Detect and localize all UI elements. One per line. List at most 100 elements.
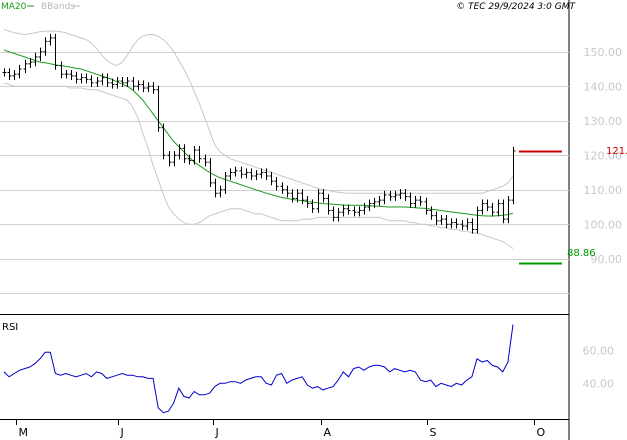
price-bar bbox=[28, 57, 33, 68]
rsi-title: RSI bbox=[2, 322, 18, 333]
price-bar bbox=[388, 190, 393, 201]
price-bar bbox=[439, 214, 444, 225]
price-panel bbox=[0, 0, 569, 314]
price-bar bbox=[485, 199, 490, 212]
price-bar bbox=[172, 151, 177, 167]
price-bar bbox=[177, 144, 182, 160]
price-bar bbox=[316, 189, 321, 213]
price-bar bbox=[511, 146, 516, 205]
price-axis-labels: 150.00 140.00 130.00 120.00 110.00 100.00 90.0… bbox=[584, 46, 623, 266]
price-bar bbox=[89, 75, 94, 87]
price-bar bbox=[496, 199, 501, 217]
price-bar bbox=[249, 168, 254, 181]
price-bar bbox=[59, 61, 64, 79]
price-bar bbox=[465, 218, 470, 231]
price-bar bbox=[269, 171, 274, 186]
price-bar bbox=[233, 166, 238, 177]
price-bar bbox=[418, 195, 423, 206]
price-bar bbox=[239, 166, 244, 179]
price-bar bbox=[74, 71, 79, 84]
price-bar bbox=[295, 189, 300, 203]
rsi-tick-label: 60.00 bbox=[583, 345, 615, 358]
bband-upper bbox=[3, 28, 514, 194]
price-bar bbox=[38, 47, 43, 62]
price-bar bbox=[377, 195, 382, 206]
bband-lower bbox=[3, 82, 514, 249]
price-tick-label: 150.00 bbox=[584, 46, 623, 59]
price-bar bbox=[213, 178, 218, 198]
price-bar bbox=[64, 70, 69, 79]
price-bar bbox=[100, 73, 105, 86]
price-bar bbox=[161, 123, 166, 160]
price-bar bbox=[192, 145, 197, 165]
price-bar bbox=[115, 76, 120, 89]
price-bar bbox=[12, 70, 17, 81]
price-bar bbox=[403, 189, 408, 201]
price-bar bbox=[254, 170, 259, 181]
price-bar bbox=[95, 76, 100, 87]
price-bar bbox=[141, 80, 146, 93]
grid-lines bbox=[0, 52, 569, 294]
price-bar bbox=[228, 168, 233, 181]
price-bar bbox=[352, 206, 357, 217]
price-bar bbox=[125, 76, 130, 87]
moving-average-line bbox=[3, 49, 514, 217]
price-bar bbox=[408, 192, 413, 208]
rsi-line bbox=[3, 324, 514, 414]
price-bar bbox=[156, 85, 161, 132]
price-bar bbox=[146, 82, 151, 93]
price-bar bbox=[341, 204, 346, 217]
price-bar bbox=[105, 73, 110, 87]
price-bar bbox=[218, 185, 223, 198]
price-bar bbox=[434, 211, 439, 225]
price-bar bbox=[23, 59, 28, 74]
price-bar bbox=[336, 208, 341, 222]
price-bar bbox=[7, 68, 12, 81]
current-price-label: 121.25 bbox=[606, 146, 627, 157]
price-bar bbox=[43, 37, 48, 56]
time-tick-label: A bbox=[324, 426, 332, 439]
price-bar bbox=[167, 151, 172, 167]
price-bar bbox=[69, 70, 74, 81]
ma20-line bbox=[3, 49, 514, 217]
price-tick-label: 110.00 bbox=[584, 184, 623, 197]
price-tick-label: 90.00 bbox=[591, 253, 623, 266]
copyright-text: © TEC 29/9/2024 3:0 GMT bbox=[456, 2, 576, 12]
price-tick-label: 140.00 bbox=[584, 80, 623, 93]
price-bar bbox=[475, 206, 480, 234]
time-tick-label: J bbox=[120, 426, 124, 439]
price-bar bbox=[398, 189, 403, 200]
price-bars bbox=[2, 33, 516, 234]
price-bar bbox=[331, 206, 336, 222]
price-bar bbox=[203, 154, 208, 167]
legend-bbands: BBands bbox=[41, 2, 75, 12]
price-bar bbox=[274, 177, 279, 191]
price-bar bbox=[285, 185, 290, 198]
price-tick-label: 100.00 bbox=[584, 218, 623, 231]
price-bar bbox=[357, 206, 362, 217]
price-bar bbox=[290, 189, 295, 203]
price-tick-label: 130.00 bbox=[584, 115, 623, 128]
time-tick-label: M bbox=[19, 426, 29, 439]
price-bar bbox=[136, 80, 141, 91]
time-tick-label: O bbox=[537, 426, 546, 439]
price-bar bbox=[460, 220, 465, 231]
price-bar bbox=[208, 158, 213, 188]
price-bar bbox=[326, 194, 331, 215]
price-bar bbox=[470, 218, 475, 234]
price-bar bbox=[506, 195, 511, 224]
price-bar bbox=[33, 52, 38, 67]
price-bar bbox=[362, 202, 367, 215]
price-bar bbox=[187, 154, 192, 165]
price-bar bbox=[280, 182, 285, 194]
price-bar bbox=[393, 190, 398, 201]
price-bar bbox=[2, 68, 7, 77]
price-bar bbox=[346, 204, 351, 215]
price-bar bbox=[310, 199, 315, 213]
price-bar bbox=[321, 189, 326, 203]
time-tick-label: J bbox=[215, 426, 219, 439]
price-tick-label: 120.00 bbox=[584, 149, 623, 162]
price-bar bbox=[84, 73, 89, 84]
price-bar bbox=[53, 33, 58, 70]
price-bar bbox=[429, 206, 434, 220]
